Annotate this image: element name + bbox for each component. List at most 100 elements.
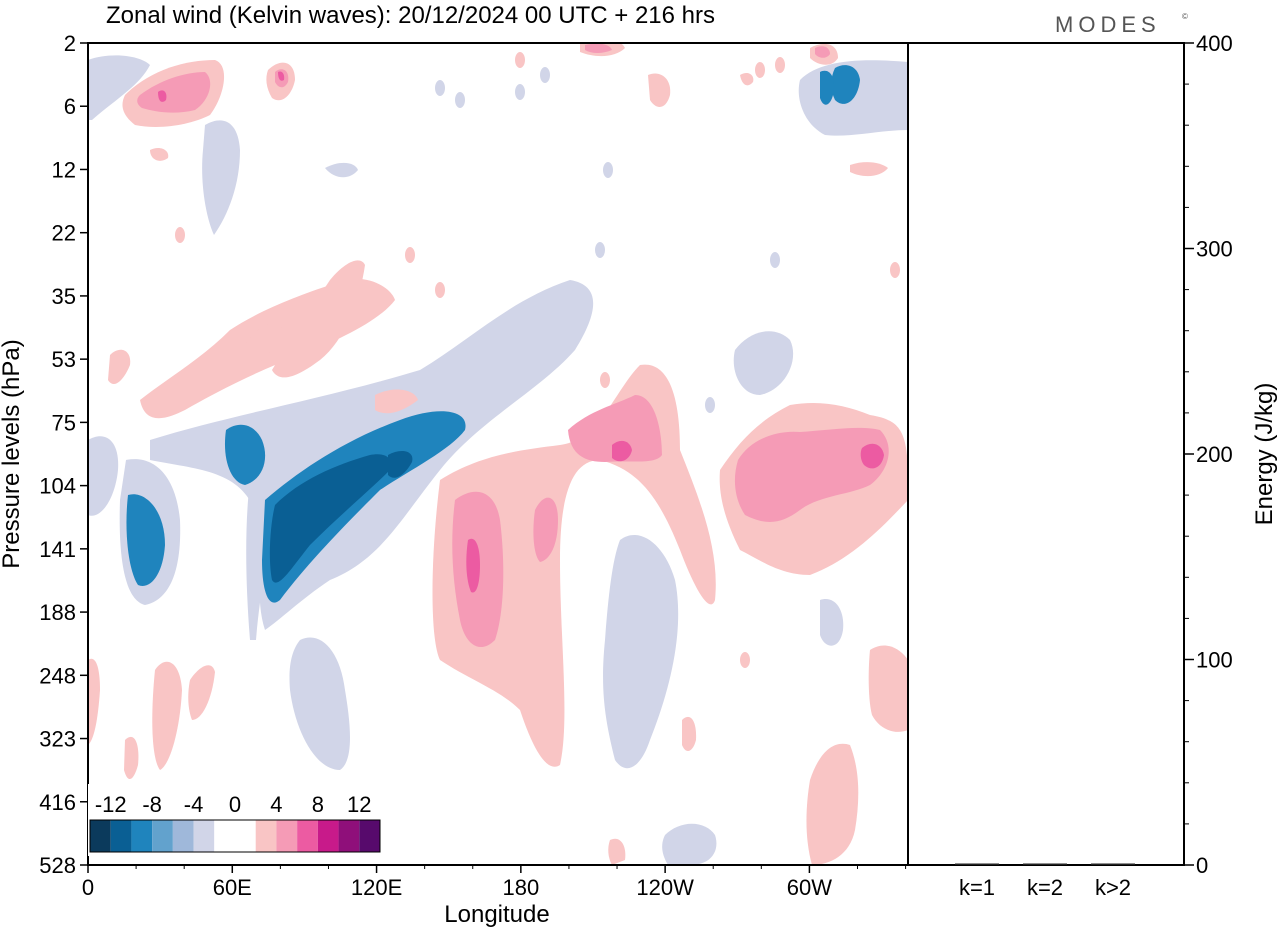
contour-region-7	[820, 599, 844, 646]
contour-region-6	[733, 331, 794, 395]
energy-category-0: k=1	[959, 875, 995, 900]
y-tick-label-22: 22	[52, 221, 76, 246]
contour-region-47	[137, 72, 211, 113]
x-tick-label-0: 0	[82, 875, 94, 900]
contour-region-40	[608, 838, 626, 865]
contour-region-53	[860, 443, 884, 469]
energy-tick-label-400: 400	[1196, 31, 1233, 56]
colorbar-label-4: 4	[270, 792, 282, 817]
energy-axis: 0 100 200 300 400	[1184, 31, 1233, 878]
contour-region-11	[325, 162, 358, 178]
modes-logo: MODES ©	[1055, 12, 1188, 37]
y-tick-label-141: 141	[39, 537, 76, 562]
contour-speck-10	[435, 282, 445, 298]
contour-region-1	[88, 436, 119, 516]
contour-region-23	[272, 260, 365, 378]
contour-region-39	[108, 349, 131, 385]
colorbar-swatch-11	[317, 820, 339, 852]
y-tick-label-2: 2	[64, 31, 76, 56]
contour-region-9	[202, 120, 240, 235]
contour-region-46	[734, 427, 889, 522]
contour-region-4	[289, 637, 350, 770]
energy-bar-0	[955, 863, 999, 865]
y-tick-label-35: 35	[52, 284, 76, 309]
contour-speck-12	[755, 62, 765, 78]
y-tick-label-416: 416	[39, 790, 76, 815]
contour-speck-6	[770, 252, 780, 268]
colorbar-swatch-2	[131, 820, 153, 852]
colorbar-swatch-0	[90, 820, 111, 852]
y-tick-label-104: 104	[39, 474, 76, 499]
colorbar-swatch-12	[338, 820, 360, 852]
colorbar-label--12: -12	[95, 792, 127, 817]
energy-tick-label-100: 100	[1196, 648, 1233, 673]
contour-region-17	[820, 70, 835, 105]
energy-tick-label-300: 300	[1196, 237, 1233, 262]
y-tick-label-12: 12	[52, 157, 76, 182]
x-tick-label-60E: 60E	[213, 875, 252, 900]
colorbar-swatch-6	[214, 820, 235, 852]
contour-region-32	[152, 661, 182, 770]
contour-speck-9	[405, 247, 415, 263]
contour-region-14	[126, 494, 165, 586]
contour-region-13	[224, 424, 266, 485]
contour-speck-7	[705, 397, 715, 413]
contour-field	[88, 43, 908, 865]
contour-region-16	[831, 65, 860, 104]
contour-speck-4	[603, 162, 613, 178]
colorbar-swatch-1	[110, 820, 132, 852]
y-tick-label-53: 53	[52, 347, 76, 372]
energy-category-2: k>2	[1095, 875, 1131, 900]
contour-region-49	[585, 43, 612, 53]
contour-speck-1	[455, 92, 465, 108]
y-tick-label-528: 528	[39, 853, 76, 878]
colorbar-outline	[89, 819, 381, 853]
energy-bars: k=1 k=2 k>2	[955, 863, 1135, 900]
colorbar-label-8: 8	[312, 792, 324, 817]
modes-logo-text: MODES	[1055, 12, 1161, 37]
contour-region-12	[662, 823, 717, 865]
contour-speck-5	[595, 242, 605, 258]
x-tick-label-120W: 120W	[636, 875, 694, 900]
contour-region-50	[815, 46, 830, 58]
contour-speck-15	[175, 227, 185, 243]
contour-region-55	[278, 71, 285, 81]
energy-tick-label-0: 0	[1196, 853, 1208, 878]
x-tick-label-120E: 120E	[351, 875, 402, 900]
y-tick-label-248: 248	[39, 663, 76, 688]
contour-region-45	[568, 395, 662, 462]
y-tick-label-6: 6	[64, 94, 76, 119]
contour-region-20	[432, 364, 716, 767]
contour-region-42	[375, 389, 418, 414]
contour-speck-14	[890, 262, 900, 278]
contour-region-27	[648, 73, 671, 107]
colorbar-swatch-13	[359, 820, 380, 852]
contour-region-31	[88, 658, 100, 745]
contour-speck-16	[740, 652, 750, 668]
colorbar-label--4: -4	[184, 792, 204, 817]
colorbar-label--8: -8	[142, 792, 162, 817]
contour-region-54	[158, 90, 167, 102]
contour-region-19	[388, 450, 413, 478]
contour-region-30	[868, 645, 908, 732]
energy-bar-2	[1091, 863, 1135, 865]
energy-panel-frame	[907, 42, 1185, 866]
colorbar-swatch-9	[276, 820, 298, 852]
colorbar-label-12: 12	[347, 792, 371, 817]
colorbar-legend: -12 -8 -4 0 4 8 12	[88, 784, 384, 856]
contour-speck-8	[515, 52, 525, 68]
colorbar-swatch-4	[172, 820, 194, 852]
colorbar-swatch-5	[193, 820, 215, 852]
contour-region-28	[740, 72, 754, 86]
modes-logo-mark: ©	[1182, 12, 1188, 21]
longitude-axis: 0 60E 120E 180 120W 60W	[82, 865, 907, 900]
contour-region-34	[124, 736, 139, 780]
contour-region-44	[533, 497, 558, 562]
x-tick-label-180: 180	[502, 875, 539, 900]
contour-region-24	[243, 323, 282, 368]
contour-speck-0	[435, 80, 445, 96]
colorbar-swatch-3	[152, 820, 173, 852]
contour-region-33	[188, 665, 215, 720]
y-tick-label-75: 75	[52, 410, 76, 435]
